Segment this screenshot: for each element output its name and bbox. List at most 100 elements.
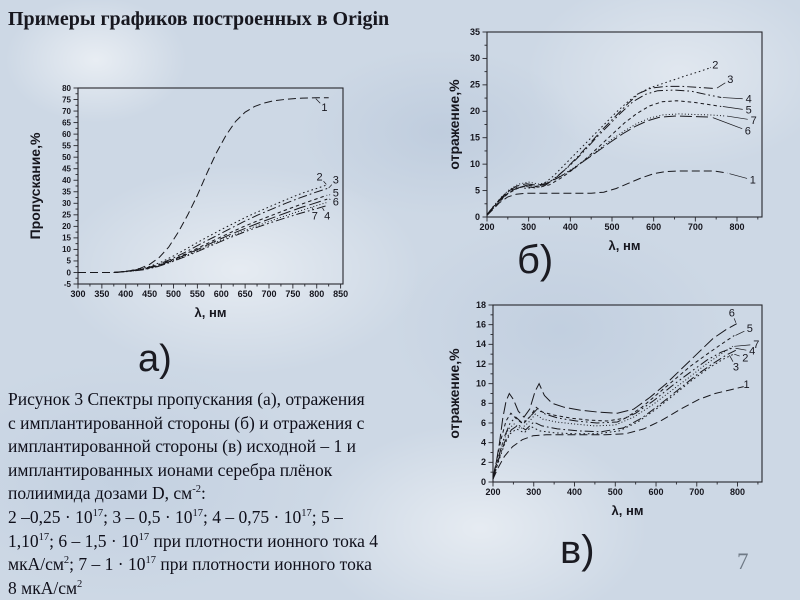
caption-line: полиимида дозами D, см-2: (8, 482, 458, 506)
caption-text: имплантированной стороны (в) исходной – … (8, 436, 357, 457)
series-line-7 (113, 202, 327, 273)
caption-text: ; 6 – 1,5 · 10 (49, 530, 139, 551)
series-line-7 (492, 345, 733, 478)
caption-text: 1,10 (8, 530, 39, 551)
caption-text: : (200, 483, 206, 504)
y-tick-label: 2 (481, 457, 486, 467)
caption-line: 2 –0,25 · 1017; 3 – 0,5 · 1017; 4 – 0,75… (8, 506, 458, 530)
panel-label-v: в) (560, 528, 595, 572)
x-tick-label: 650 (238, 289, 253, 299)
chart-b-reflection-spectra: 200 300 400 500 600 700 800 0 5 10 15 20 25 30 35 λ, нм… (446, 10, 792, 278)
plot-frame (486, 31, 763, 218)
caption-superscript: 17 (138, 531, 150, 543)
series-label-2: 2 (742, 353, 748, 365)
y-tick-label: 25 (470, 80, 480, 90)
y-tick-label: -5 (64, 280, 72, 289)
y-tick-label: 45 (62, 165, 71, 174)
chart-a-canvas: 300 350 400 450 500 550 600 650 700 750 800 850-505… (27, 84, 348, 320)
caption-line: Рисунок 3 Спектры пропускания (а), отраж… (8, 388, 458, 412)
y-tick-label: 65 (62, 118, 71, 127)
caption-line: мкА/см2; 7 – 1 · 1017 при плотности ионн… (8, 553, 458, 577)
series-label-leader-7 (726, 115, 748, 120)
x-tick-label: 600 (646, 222, 661, 232)
caption-superscript: 17 (145, 555, 157, 567)
caption-text: мкА/см (8, 554, 64, 575)
y-tick-label: 4 (481, 437, 486, 447)
x-axis-label: λ, нм (195, 305, 227, 320)
series-label-leader-3 (729, 354, 734, 362)
caption-text: 2 –0,25 · 10 (8, 506, 93, 527)
series-label-leader-4 (735, 347, 747, 351)
x-tick-label: 800 (729, 222, 744, 232)
series-line-1 (492, 386, 744, 480)
x-axis-label: λ, нм (612, 503, 644, 518)
y-tick-label: 10 (470, 159, 480, 169)
caption-text: ; 4 – 0,75 · 10 (203, 506, 302, 527)
caption-line: имплантированных ионами серебра плёнок (8, 459, 458, 483)
caption-text: полиимида дозами D, см (8, 483, 193, 504)
y-axis-label: отражение,% (446, 348, 462, 439)
y-tick-label: 75 (62, 95, 71, 104)
x-tick-label: 850 (333, 289, 348, 299)
y-tick-label: 5 (475, 185, 480, 195)
caption-text: 8 мкА/см (8, 577, 78, 598)
series-line-5 (486, 100, 722, 216)
y-tick-label: 30 (62, 199, 71, 208)
x-tick-label: 700 (688, 222, 703, 232)
x-tick-label: 700 (689, 487, 704, 497)
series-label-leader-6 (329, 198, 331, 200)
series-line-6 (492, 323, 737, 478)
series-label-leader-3 (716, 82, 726, 89)
series-line-4 (113, 205, 327, 273)
series-line-5 (113, 194, 328, 273)
caption-line: имплантированной стороны (в) исходной – … (8, 435, 458, 459)
caption-superscript: 17 (38, 531, 50, 543)
x-tick-label: 400 (118, 289, 133, 299)
series-label-5: 5 (747, 323, 753, 335)
series-line-6 (113, 198, 328, 273)
caption-superscript: -2 (192, 484, 201, 496)
y-tick-label: 20 (62, 222, 71, 231)
y-tick-label: 50 (62, 153, 71, 162)
y-axis-label: Пропускание,% (27, 132, 43, 239)
caption-superscript: 2 (63, 555, 70, 567)
series-label-leader-7 (734, 344, 751, 347)
y-tick-label: 16 (476, 319, 486, 329)
series-label-leader-2 (323, 181, 327, 185)
x-tick-label: 200 (485, 487, 500, 497)
y-tick-label: 40 (62, 176, 71, 185)
y-tick-label: 0 (475, 212, 480, 222)
x-tick-label: 200 (479, 222, 494, 232)
x-tick-label: 450 (142, 289, 157, 299)
caption-text: при плотности ионного тока (156, 554, 372, 575)
x-tick-label: 400 (567, 487, 582, 497)
series-label-leader-6 (733, 318, 737, 323)
x-tick-label: 600 (214, 289, 229, 299)
chart-a-transmission-spectra: 300 350 400 450 500 550 600 650 700 750 800 850 -5 0 5… (27, 72, 393, 342)
series-label-leader-1 (729, 173, 748, 179)
series-label-3: 3 (733, 361, 739, 373)
y-tick-label: 8 (481, 398, 486, 408)
x-tick-label: 300 (526, 487, 541, 497)
figure-caption: Рисунок 3 Спектры пропускания (а), отраж… (8, 388, 458, 600)
y-tick-label: 10 (476, 378, 486, 388)
series-label-1: 1 (321, 102, 327, 114)
y-tick-label: 14 (476, 339, 486, 349)
x-tick-label: 400 (563, 222, 578, 232)
caption-text: с имплантированной стороны (б) и отражен… (8, 412, 365, 433)
series-line-3 (486, 85, 716, 216)
series-line-2 (492, 353, 734, 480)
y-tick-label: 30 (470, 53, 480, 63)
series-line-2 (486, 67, 711, 215)
x-tick-label: 800 (309, 289, 324, 299)
series-line-4 (486, 89, 722, 216)
series-label-6: 6 (333, 197, 339, 209)
caption-superscript: 17 (192, 508, 204, 520)
chart-v-reflection-spectra: 200 300 400 500 600 700 800 0 2 4 6 8 10 12 14 16 18 λ, н… (446, 292, 792, 542)
y-tick-label: 25 (62, 211, 71, 220)
y-tick-label: 80 (62, 84, 71, 93)
y-tick-label: 15 (470, 133, 480, 143)
caption-text: Рисунок 3 Спектры пропускания (а), отраж… (8, 389, 365, 409)
